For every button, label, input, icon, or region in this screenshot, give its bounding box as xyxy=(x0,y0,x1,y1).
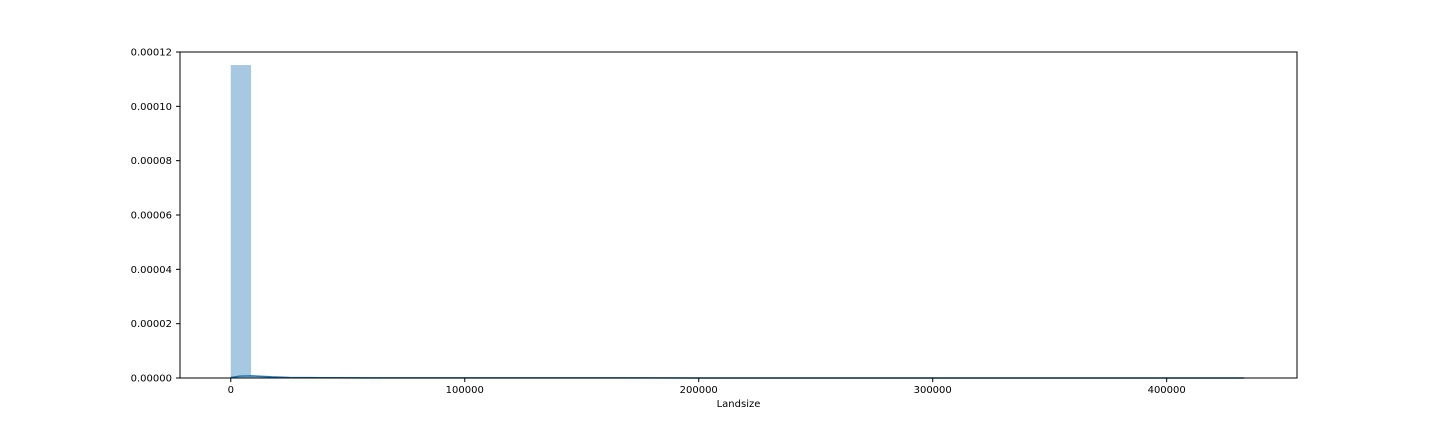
x-tick-label: 400000 xyxy=(1148,385,1186,396)
y-tick-label: 0.00000 xyxy=(131,374,172,385)
y-axis-ticks: 0.00000 0.00002 0.00004 0.00006 0.00008 0.000… xyxy=(131,48,180,385)
y-tick-label: 0.00008 xyxy=(131,156,172,167)
x-axis-ticks: 0 100000 200000 300000 400000 xyxy=(228,378,1186,396)
x-tick-label: 100000 xyxy=(446,385,484,396)
x-axis-label: Landsize xyxy=(717,399,761,410)
x-tick-label: 300000 xyxy=(914,385,952,396)
y-tick-label: 0.00006 xyxy=(131,211,172,222)
x-tick-label: 200000 xyxy=(680,385,718,396)
histogram-bars xyxy=(230,65,292,378)
y-tick-label: 0.00012 xyxy=(131,48,172,59)
x-tick-label: 0 xyxy=(228,385,234,396)
y-tick-label: 0.00004 xyxy=(131,265,172,276)
y-tick-label: 0.00010 xyxy=(131,102,172,113)
histogram-bar-0 xyxy=(230,65,252,378)
y-tick-label: 0.00002 xyxy=(131,319,172,330)
plot-area-frame xyxy=(179,51,1298,379)
